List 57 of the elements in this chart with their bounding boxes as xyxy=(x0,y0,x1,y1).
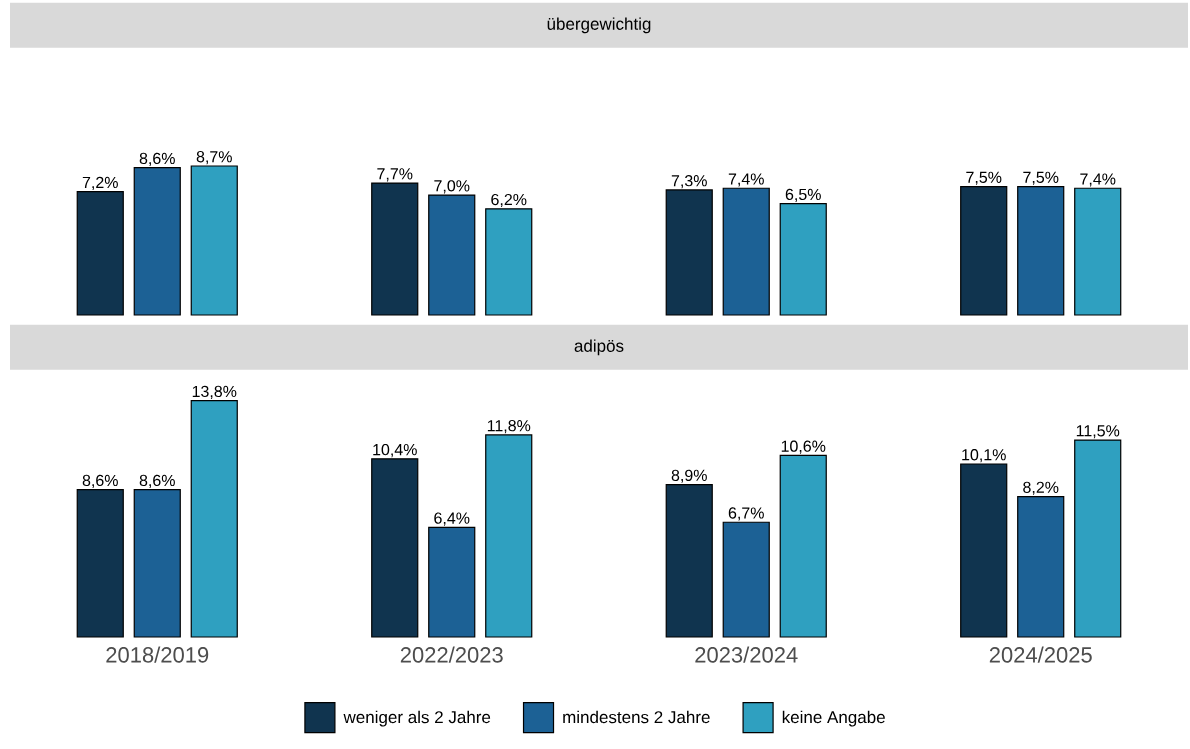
data-label: 7,2% xyxy=(82,176,118,190)
data-label: 7,4% xyxy=(728,173,764,187)
data-label: 13,8% xyxy=(192,385,237,399)
data-label: 10,1% xyxy=(962,449,1006,463)
data-label: 8,9% xyxy=(671,469,707,483)
bar xyxy=(133,489,181,638)
bar xyxy=(722,521,770,638)
data-label: 6,5% xyxy=(785,188,821,202)
data-label: 8,6% xyxy=(82,474,118,488)
data-label: 6,4% xyxy=(434,512,470,526)
x-tick-label: 2024/2025 xyxy=(989,646,1092,663)
bar xyxy=(1017,185,1065,316)
bar xyxy=(371,182,419,316)
bar xyxy=(76,191,124,316)
legend-label: mindestens 2 Jahre xyxy=(563,710,710,724)
data-label: 7,0% xyxy=(434,180,470,194)
legend-label: weniger als 2 Jahre xyxy=(343,710,491,727)
bar xyxy=(371,458,419,638)
chart-title: adipös xyxy=(574,339,624,356)
data-label: 7,3% xyxy=(671,175,707,189)
data-label: 11,5% xyxy=(1076,425,1120,439)
bar xyxy=(665,189,713,316)
bar xyxy=(960,463,1008,638)
bar xyxy=(428,194,476,316)
bar xyxy=(76,489,124,638)
data-label: 8,6% xyxy=(139,474,175,488)
bar xyxy=(722,187,770,316)
data-label: 8,6% xyxy=(139,152,175,166)
bar xyxy=(960,185,1008,316)
data-label: 10,6% xyxy=(781,440,826,454)
x-tick-label: 2022/2023 xyxy=(400,646,503,663)
bar xyxy=(485,208,533,316)
bar xyxy=(1074,439,1122,638)
data-label: 7,4% xyxy=(1080,173,1116,187)
data-label: 10,4% xyxy=(373,443,417,458)
legend-label: keine Angabe xyxy=(782,710,885,727)
bar xyxy=(779,454,827,638)
data-label: 8,2% xyxy=(1023,481,1059,495)
data-label: 7,5% xyxy=(1023,171,1059,185)
bar xyxy=(190,400,238,638)
bar xyxy=(485,434,533,638)
bar xyxy=(665,483,713,638)
data-label: 6,7% xyxy=(728,507,764,521)
bar xyxy=(1074,187,1122,316)
data-label: 6,2% xyxy=(491,193,527,208)
bar xyxy=(779,203,827,316)
data-label: 7,5% xyxy=(966,171,1002,185)
data-label: 7,7% xyxy=(377,168,413,182)
x-tick-label: 2018/2019 xyxy=(106,646,209,663)
data-label: 8,7% xyxy=(196,151,232,165)
bar xyxy=(190,165,238,316)
chart-title: übergewichtig xyxy=(547,17,651,34)
x-tick-label: 2023/2024 xyxy=(695,646,798,663)
bar xyxy=(133,167,181,316)
data-label: 11,8% xyxy=(487,419,531,434)
bar xyxy=(1017,495,1065,638)
bar xyxy=(428,526,476,638)
